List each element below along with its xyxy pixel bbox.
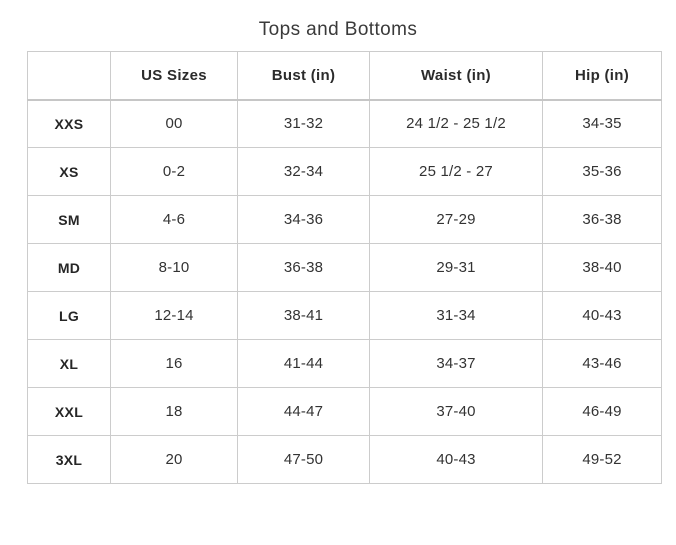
table-cell: 36-38 — [542, 195, 662, 244]
table-cell: 32-34 — [237, 147, 370, 196]
table-cell: 31-34 — [369, 291, 543, 340]
table-cell: 44-47 — [237, 387, 370, 436]
table-cell: 34-35 — [542, 99, 662, 148]
table-cell: 34-37 — [369, 339, 543, 388]
table-cell: 31-32 — [237, 99, 370, 148]
table-row: XL 16 41-44 34-37 43-46 — [27, 339, 662, 388]
table-row: SM 4-6 34-36 27-29 36-38 — [27, 195, 662, 244]
corner-cell — [27, 51, 111, 101]
table-cell: 8-10 — [110, 243, 238, 292]
table-cell: 40-43 — [542, 291, 662, 340]
table-cell: 27-29 — [369, 195, 543, 244]
size-label-cell: 3XL — [27, 435, 111, 484]
size-chart-table: US Sizes Bust (in) Waist (in) Hip (in) XXS 0… — [27, 51, 662, 484]
table-cell: 36-38 — [237, 243, 370, 292]
table-cell: 18 — [110, 387, 238, 436]
header-cell: Waist (in) — [369, 51, 543, 101]
table-row: XXS 00 31-32 24 1/2 - 25 1/2 34-35 — [27, 99, 662, 148]
table-cell: 16 — [110, 339, 238, 388]
table-cell: 25 1/2 - 27 — [369, 147, 543, 196]
table-row: XS 0-2 32-34 25 1/2 - 27 35-36 — [27, 147, 662, 196]
table-row: MD 8-10 36-38 29-31 38-40 — [27, 243, 662, 292]
table-cell: 24 1/2 - 25 1/2 — [369, 99, 543, 148]
table-cell: 46-49 — [542, 387, 662, 436]
table-header: US Sizes Bust (in) Waist (in) Hip (in) — [27, 51, 662, 101]
size-label-cell: XL — [27, 339, 111, 388]
table-cell: 29-31 — [369, 243, 543, 292]
table-cell: 38-41 — [237, 291, 370, 340]
header-row: US Sizes Bust (in) Waist (in) Hip (in) — [27, 51, 662, 101]
table-cell: 37-40 — [369, 387, 543, 436]
table-cell: 34-36 — [237, 195, 370, 244]
size-label-cell: XXL — [27, 387, 111, 436]
table-cell: 4-6 — [110, 195, 238, 244]
header-cell: Bust (in) — [237, 51, 370, 101]
page-title: Tops and Bottoms — [258, 19, 418, 40]
size-label-cell: XXS — [27, 99, 111, 148]
header-cell: Hip (in) — [542, 51, 662, 101]
table-body: XXS 00 31-32 24 1/2 - 25 1/2 34-35 XS 0-2 32-34… — [27, 99, 662, 484]
table-cell: 0-2 — [110, 147, 238, 196]
size-label-cell: LG — [27, 291, 111, 340]
table-row: XXL 18 44-47 37-40 46-49 — [27, 387, 662, 436]
header-cell: US Sizes — [110, 51, 238, 101]
table-row: 3XL 20 47-50 40-43 49-52 — [27, 435, 662, 484]
size-label-cell: XS — [27, 147, 111, 196]
table-row: LG 12-14 38-41 31-34 40-43 — [27, 291, 662, 340]
table-cell: 12-14 — [110, 291, 238, 340]
table-cell: 20 — [110, 435, 238, 484]
table-cell: 35-36 — [542, 147, 662, 196]
table-cell: 47-50 — [237, 435, 370, 484]
table-cell: 40-43 — [369, 435, 543, 484]
size-label-cell: MD — [27, 243, 111, 292]
table-cell: 43-46 — [542, 339, 662, 388]
table-cell: 49-52 — [542, 435, 662, 484]
table-cell: 38-40 — [542, 243, 662, 292]
table-cell: 00 — [110, 99, 238, 148]
size-label-cell: SM — [27, 195, 111, 244]
table-cell: 41-44 — [237, 339, 370, 388]
